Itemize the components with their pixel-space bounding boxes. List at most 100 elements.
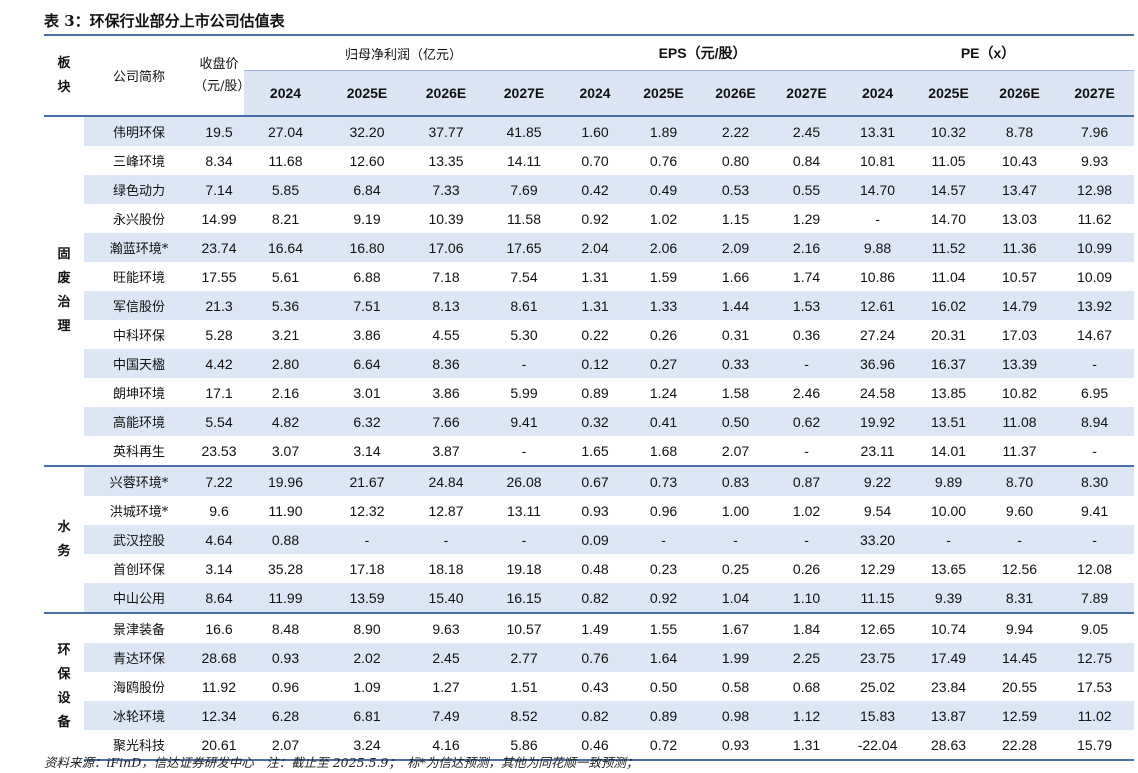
table-row: 武汉控股 4.64 0.88- - -0.09- - -33.20- - - [44,525,1135,554]
net-profit-value: 2.16 [244,378,327,407]
pe-value: 10.43 [984,146,1056,175]
net-profit-value: 8.52 [485,701,564,730]
pe-value: 10.32 [913,115,985,146]
eps-value: 2.07 [700,436,772,466]
eps-value: 0.98 [700,701,772,730]
eps-value: - [771,525,843,554]
header-profit-group: 归母净利润（亿元） [244,34,564,71]
close-price: 20.61 [194,730,244,761]
header-year-eps-0: 2024 [563,70,628,116]
net-profit-value: 9.63 [407,612,485,643]
table-row: 冰轮环境 12.34 6.28 6.81 7.49 8.52 0.82 0.89 0.98 1.1… [44,701,1135,730]
pe-value: 10.99 [1055,233,1135,262]
pe-value: 20.31 [913,320,985,349]
net-profit-value: - [485,525,564,554]
net-profit-value: 7.18 [407,262,485,291]
pe-value: -22.04 [842,730,914,761]
pe-value: 8.30 [1055,465,1135,496]
net-profit-value: 5.36 [244,291,327,320]
eps-value: 2.06 [627,233,701,262]
source-note: 资料来源：iFinD，信达证券研发中心 注：截止至 2025.5.9； 标*为信… [44,755,639,770]
close-price: 5.28 [194,320,244,349]
pe-value: 28.63 [913,730,985,761]
header-company: 公司简称 [84,34,194,116]
net-profit-value: 3.87 [407,436,485,466]
table-row: 军信股份 21.3 5.36 7.51 8.13 8.61 1.31 1.33 1.44 1.53… [44,291,1135,320]
pe-value: 11.62 [1055,204,1135,233]
table-row: 水务兴蓉环境* 7.22 19.96 21.67 24.84 26.08 0.67 0.73 0… [44,465,1135,613]
sector-label: 水务 [44,465,84,613]
net-profit-value: 21.67 [327,465,407,496]
pe-value: 12.08 [1055,554,1135,583]
pe-value: 11.52 [913,233,985,262]
net-profit-value: 10.39 [407,204,485,233]
eps-value: 1.04 [700,583,772,613]
net-profit-value: 35.28 [244,554,327,583]
net-profit-value: 6.84 [327,175,407,204]
eps-value: 0.76 [627,146,701,175]
pe-value: 14.57 [913,175,985,204]
sector-label: 固废治理 [44,115,84,466]
net-profit-value: 11.68 [244,146,327,175]
pe-value: 14.70 [842,175,914,204]
header-year-pe-2: 2026E [984,70,1056,116]
eps-value: 1.55 [627,612,701,643]
eps-value: 0.82 [563,583,628,613]
eps-value: - [627,525,701,554]
eps-value: 0.22 [563,320,628,349]
eps-value: 0.70 [563,146,628,175]
net-profit-value: 0.93 [244,643,327,672]
net-profit-value: 2.45 [407,643,485,672]
eps-value: 0.62 [771,407,843,436]
header-row-years: 2024 2025E 2026E 2027E 2024 2025E 2026E 2027E 20… [44,70,1135,116]
company-name: 冰轮环境 [84,701,194,730]
eps-value: 0.83 [700,465,772,496]
net-profit-value: 5.99 [485,378,564,407]
eps-value: 0.67 [563,465,628,496]
company-name: 绿色动力 [84,175,194,204]
eps-value: 1.31 [771,730,843,761]
net-profit-value: 5.85 [244,175,327,204]
pe-value: 7.96 [1055,115,1135,146]
pe-value: 17.03 [984,320,1056,349]
eps-value: 1.60 [563,115,628,146]
pe-value: 10.82 [984,378,1056,407]
pe-value: 9.94 [984,612,1056,643]
net-profit-value: 5.86 [485,730,564,761]
net-profit-value: 13.59 [327,583,407,613]
header-eps-group: EPS（元/股） [563,34,843,71]
header-pe-group: PE（x） [842,34,1135,71]
table-row: 高能环境 5.54 4.82 6.32 7.66 9.41 0.32 0.41 0.50 0.62… [44,407,1135,436]
close-price: 17.55 [194,262,244,291]
close-price: 4.42 [194,349,244,378]
net-profit-value: 7.33 [407,175,485,204]
header-year-pe-0: 2024 [842,70,914,116]
net-profit-value: 6.28 [244,701,327,730]
pe-value: 23.11 [842,436,914,466]
net-profit-value: 7.51 [327,291,407,320]
eps-value: 0.96 [627,496,701,525]
net-profit-value: - [485,436,564,466]
eps-value: 0.58 [700,672,772,701]
eps-value: 0.93 [563,496,628,525]
pe-value: 14.01 [913,436,985,466]
eps-value: 0.09 [563,525,628,554]
header-year-eps-2: 2026E [700,70,772,116]
eps-value: 2.16 [771,233,843,262]
pe-value: 12.75 [1055,643,1135,672]
header-year-pe-1: 2025E [913,70,985,116]
pe-value: 20.55 [984,672,1056,701]
company-name: 景津装备 [84,612,194,643]
pe-value: 12.61 [842,291,914,320]
close-price: 12.34 [194,701,244,730]
eps-value: 1.10 [771,583,843,613]
net-profit-value: 3.24 [327,730,407,761]
pe-value: 13.03 [984,204,1056,233]
eps-value: 1.02 [771,496,843,525]
net-profit-value: 37.77 [407,115,485,146]
pe-value: 14.45 [984,643,1056,672]
eps-value: 0.25 [700,554,772,583]
eps-value: 1.15 [700,204,772,233]
pe-value: 9.89 [913,465,985,496]
net-profit-value: 7.66 [407,407,485,436]
